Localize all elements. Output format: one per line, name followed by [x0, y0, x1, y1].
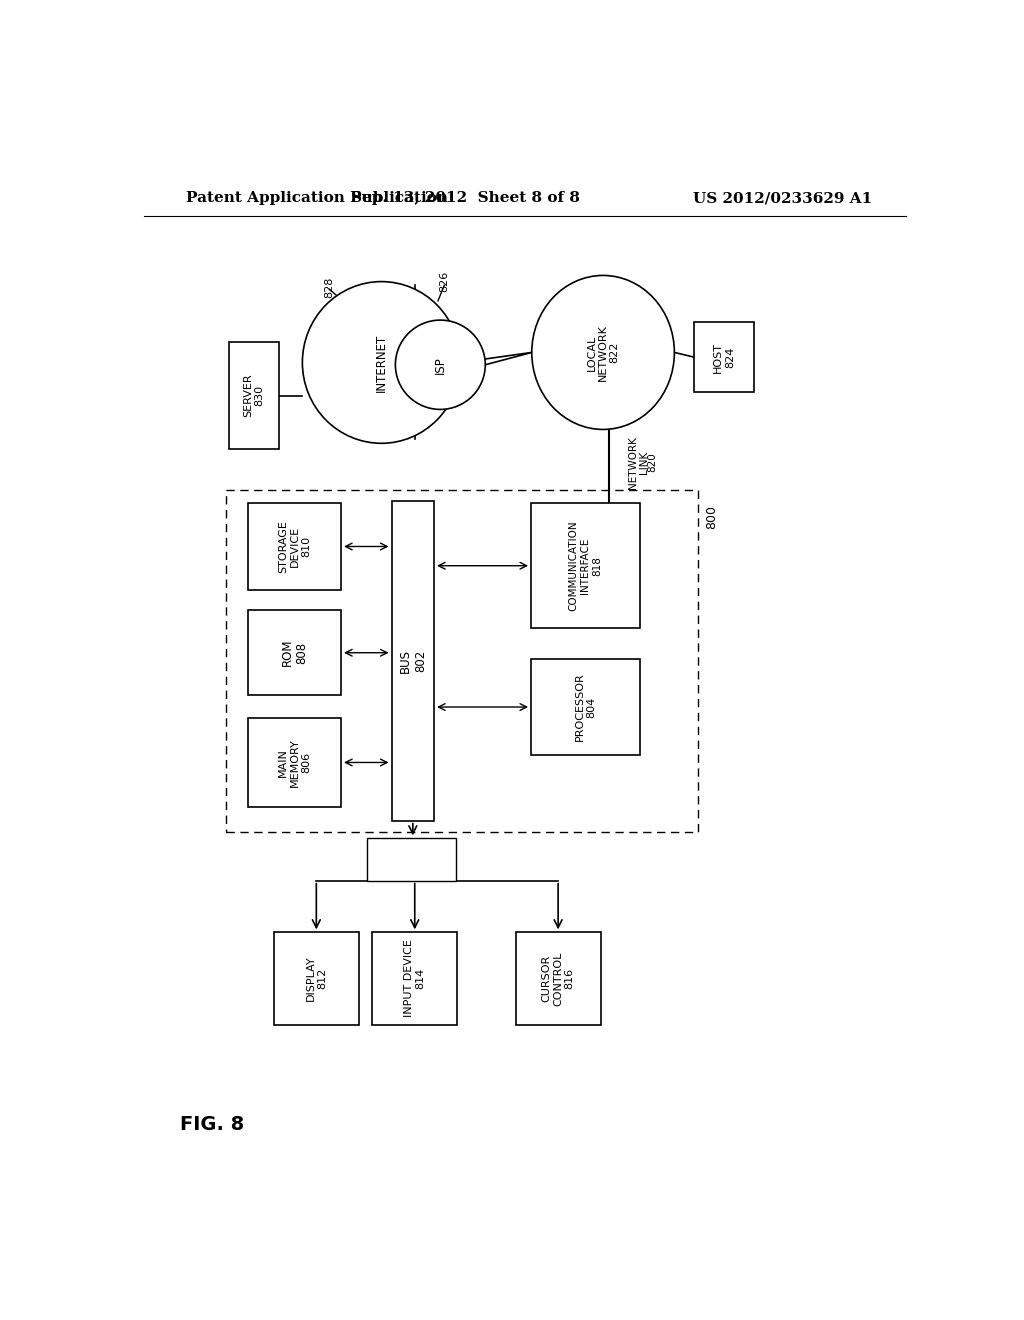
- Bar: [531, 503, 640, 628]
- Bar: [248, 503, 341, 590]
- Text: INTERNET: INTERNET: [375, 334, 388, 392]
- Bar: [367, 838, 456, 880]
- Ellipse shape: [395, 321, 485, 409]
- Text: INPUT DEVICE
814: INPUT DEVICE 814: [403, 940, 426, 1018]
- Ellipse shape: [302, 281, 461, 444]
- Bar: [531, 659, 640, 755]
- Text: ROM
808: ROM 808: [281, 639, 308, 667]
- Bar: [226, 490, 697, 832]
- Text: LOCAL
NETWORK
822: LOCAL NETWORK 822: [587, 323, 620, 381]
- Bar: [693, 322, 755, 392]
- Text: 820: 820: [647, 453, 657, 473]
- Text: NETWORK
LINK: NETWORK LINK: [628, 436, 649, 488]
- Text: Patent Application Publication: Patent Application Publication: [186, 191, 449, 206]
- Bar: [273, 932, 359, 1024]
- Bar: [372, 932, 458, 1024]
- Text: CURSOR
CONTROL
816: CURSOR CONTROL 816: [542, 952, 574, 1006]
- Text: FIG. 8: FIG. 8: [179, 1115, 244, 1134]
- Text: HOST
824: HOST 824: [713, 342, 735, 372]
- Bar: [248, 610, 341, 696]
- Text: US 2012/0233629 A1: US 2012/0233629 A1: [693, 191, 872, 206]
- Ellipse shape: [531, 276, 675, 429]
- Bar: [391, 502, 434, 821]
- Text: BUS
802: BUS 802: [398, 649, 427, 673]
- Text: DISPLAY
812: DISPLAY 812: [305, 956, 327, 1002]
- Text: COMMUNICATION
INTERFACE
818: COMMUNICATION INTERFACE 818: [568, 520, 602, 611]
- Text: PROCESSOR
804: PROCESSOR 804: [574, 673, 596, 742]
- Bar: [228, 342, 280, 449]
- Text: MAIN
MEMORY
806: MAIN MEMORY 806: [279, 738, 311, 787]
- Text: Sep. 13, 2012  Sheet 8 of 8: Sep. 13, 2012 Sheet 8 of 8: [350, 191, 580, 206]
- Text: 828: 828: [325, 277, 335, 298]
- Text: ISP: ISP: [434, 356, 446, 374]
- Text: STORAGE
DEVICE
810: STORAGE DEVICE 810: [279, 520, 311, 573]
- Text: 800: 800: [706, 506, 719, 529]
- Bar: [248, 718, 341, 807]
- Text: SERVER
830: SERVER 830: [243, 374, 265, 417]
- Bar: [515, 932, 601, 1024]
- Text: 826: 826: [439, 271, 450, 292]
